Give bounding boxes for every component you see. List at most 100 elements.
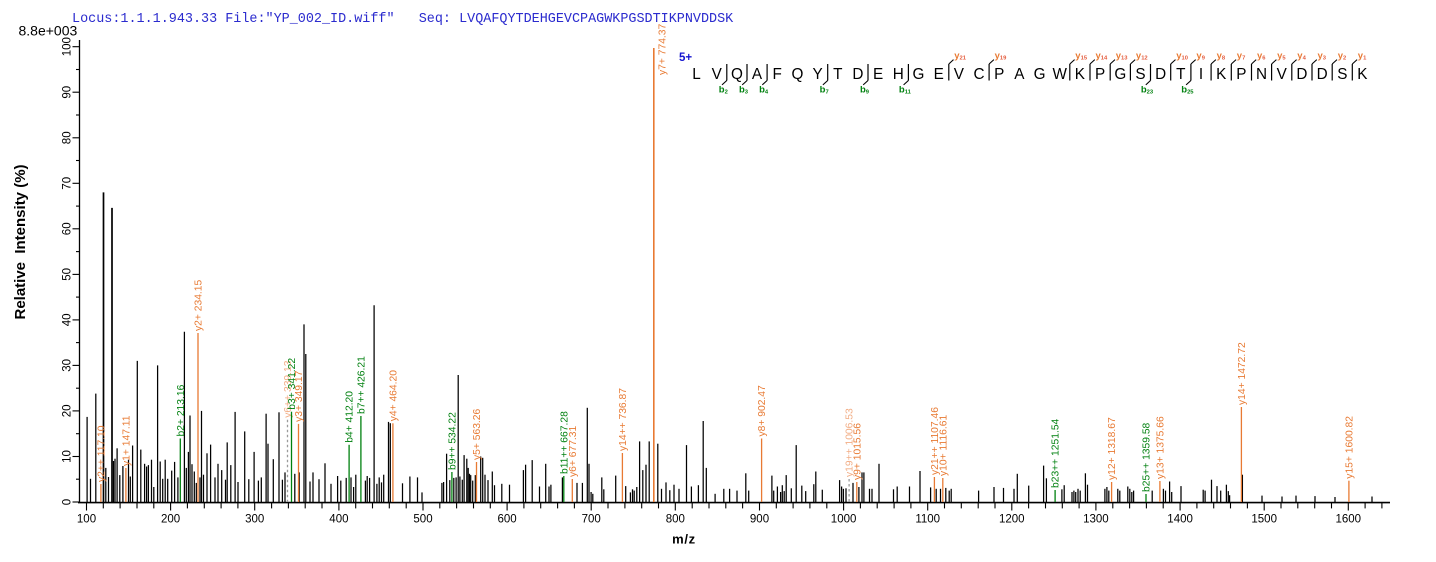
svg-text:S: S (1135, 66, 1145, 83)
svg-text:W: W (1052, 66, 1067, 83)
svg-text:b7: b7 (820, 85, 829, 96)
svg-text:y13: y13 (1116, 51, 1129, 62)
svg-text:Q: Q (731, 66, 743, 83)
svg-text:y21++ 1107.46: y21++ 1107.46 (930, 407, 941, 475)
svg-text:30: 30 (62, 359, 74, 372)
svg-text:20: 20 (62, 405, 74, 418)
svg-text:y5: y5 (1277, 51, 1286, 62)
svg-text:b11: b11 (899, 85, 912, 96)
svg-text:1300: 1300 (1083, 514, 1109, 526)
svg-text:y7+ 774.37: y7+ 774.37 (658, 23, 669, 75)
svg-text:y4: y4 (1297, 51, 1306, 62)
svg-text:y10+ 1116.61: y10+ 1116.61 (938, 415, 949, 476)
svg-text:D: D (852, 66, 863, 83)
svg-text:y4+ 464.20: y4+ 464.20 (388, 370, 399, 422)
svg-text:700: 700 (582, 514, 601, 526)
svg-text:y19: y19 (995, 51, 1008, 62)
svg-text:900: 900 (750, 514, 769, 526)
svg-text:K: K (1216, 66, 1227, 83)
svg-text:E: E (873, 66, 883, 83)
svg-text:Y: Y (812, 66, 822, 83)
svg-text:b23++ 1251.54: b23++ 1251.54 (1051, 418, 1062, 488)
svg-text:10: 10 (62, 450, 74, 463)
svg-text:80: 80 (62, 131, 74, 144)
svg-text:y7: y7 (1237, 51, 1246, 62)
svg-text:y3: y3 (1318, 51, 1327, 62)
svg-text:G: G (1114, 66, 1126, 83)
svg-text:b7++ 426.21: b7++ 426.21 (356, 356, 367, 414)
svg-text:100: 100 (77, 514, 96, 526)
svg-text:y14: y14 (1096, 51, 1109, 62)
svg-text:y2++ 117.10: y2++ 117.10 (96, 425, 107, 482)
svg-text:y12+ 1318.67: y12+ 1318.67 (1107, 417, 1118, 480)
svg-text:b9++ 534.22: b9++ 534.22 (447, 412, 458, 470)
svg-text:60: 60 (62, 222, 74, 235)
svg-text:y8+ 902.47: y8+ 902.47 (757, 385, 768, 437)
svg-text:C: C (973, 66, 984, 83)
svg-text:y19++ 1006.53: y19++ 1006.53 (845, 408, 856, 477)
svg-text:F: F (773, 66, 782, 83)
svg-text:b25: b25 (1181, 85, 1194, 96)
svg-text:8.8e+003: 8.8e+003 (19, 23, 78, 39)
svg-text:b3: b3 (739, 85, 749, 96)
svg-text:y8: y8 (1217, 51, 1226, 62)
svg-text:1500: 1500 (1251, 514, 1277, 526)
svg-text:y2: y2 (1338, 51, 1347, 62)
svg-text:E: E (934, 66, 944, 83)
svg-text:0: 0 (62, 499, 74, 505)
svg-text:y10: y10 (1176, 51, 1188, 62)
svg-text:V: V (954, 66, 965, 83)
svg-text:Locus:1.1.1.943.33 File:"YP_00: Locus:1.1.1.943.33 File:"YP_002_ID.wiff"… (72, 12, 734, 27)
svg-text:y21: y21 (954, 51, 967, 62)
svg-text:800: 800 (666, 514, 685, 526)
svg-text:y3+ 349.17: y3+ 349.17 (294, 370, 305, 422)
svg-text:y6++ 339.13: y6++ 339.13 (283, 360, 294, 418)
svg-text:T: T (1176, 66, 1185, 83)
svg-text:y5+ 563.26: y5+ 563.26 (472, 408, 483, 460)
svg-text:y1+ 147.11: y1+ 147.11 (121, 415, 132, 466)
svg-text:y14++ 736.87: y14++ 736.87 (618, 388, 629, 451)
svg-text:y15+ 1600.82: y15+ 1600.82 (1344, 416, 1355, 479)
svg-text:90: 90 (62, 86, 74, 99)
svg-text:300: 300 (245, 514, 264, 526)
svg-text:P: P (994, 66, 1004, 83)
svg-text:b2: b2 (719, 85, 728, 96)
svg-text:b2+ 213.16: b2+ 213.16 (176, 384, 187, 436)
svg-text:b4+ 412.20: b4+ 412.20 (345, 391, 356, 443)
svg-text:P: P (1236, 66, 1246, 83)
svg-text:y2+ 234.15: y2+ 234.15 (194, 279, 205, 331)
svg-text:b23: b23 (1141, 85, 1154, 96)
svg-text:y13+ 1375.66: y13+ 1375.66 (1155, 416, 1166, 479)
svg-text:A: A (1014, 66, 1025, 83)
svg-text:y15: y15 (1075, 51, 1088, 62)
svg-text:40: 40 (62, 314, 74, 327)
svg-text:y9: y9 (1196, 51, 1205, 62)
svg-text:1200: 1200 (999, 514, 1025, 526)
svg-text:D: D (1317, 66, 1328, 83)
svg-text:1100: 1100 (915, 514, 940, 526)
svg-text:V: V (712, 66, 723, 83)
svg-text:y14+ 1472.72: y14+ 1472.72 (1237, 342, 1248, 405)
svg-text:H: H (893, 66, 904, 83)
svg-text:Relative Intensity (%): Relative Intensity (%) (12, 164, 29, 319)
svg-text:L: L (692, 66, 701, 83)
svg-text:600: 600 (498, 514, 517, 526)
svg-text:b25++ 1359.58: b25++ 1359.58 (1142, 422, 1153, 492)
svg-text:b3+ 341.22: b3+ 341.22 (287, 358, 298, 410)
svg-text:1600: 1600 (1336, 514, 1362, 526)
svg-text:y6: y6 (1257, 51, 1266, 62)
svg-text:Q: Q (791, 66, 803, 83)
svg-text:y1: y1 (1358, 51, 1367, 62)
svg-text:1000: 1000 (831, 514, 857, 526)
svg-text:b11++ 667.28: b11++ 667.28 (559, 411, 570, 474)
svg-text:y12: y12 (1136, 51, 1148, 62)
svg-text:b9: b9 (860, 85, 870, 96)
svg-text:P: P (1095, 66, 1105, 83)
svg-text:y9+ 1015.56: y9+ 1015.56 (852, 423, 863, 480)
svg-text:100: 100 (62, 37, 74, 56)
svg-text:N: N (1256, 66, 1267, 83)
svg-text:K: K (1357, 66, 1368, 83)
svg-text:m/z: m/z (672, 532, 696, 547)
svg-text:50: 50 (62, 268, 74, 281)
svg-text:V: V (1277, 66, 1288, 83)
